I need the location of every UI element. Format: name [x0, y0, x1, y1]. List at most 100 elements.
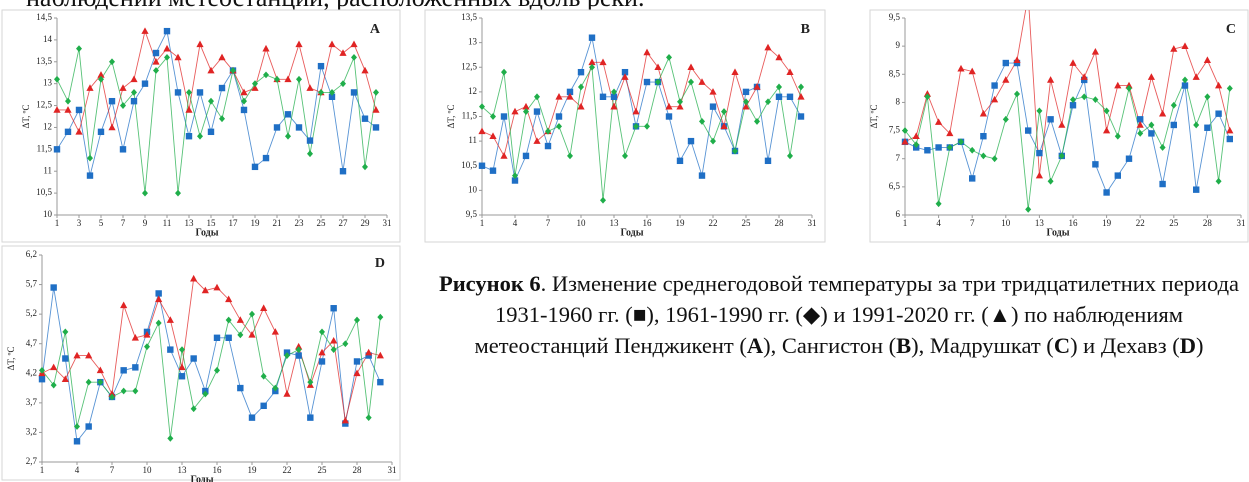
- x-tick-label: 13: [185, 218, 195, 228]
- data-point: [190, 355, 197, 362]
- data-point: [38, 376, 46, 383]
- data-point: [1013, 59, 1021, 67]
- data-point: [237, 331, 244, 339]
- data-point: [753, 83, 761, 90]
- x-tick-label: 22: [709, 218, 718, 228]
- data-point: [545, 127, 551, 135]
- data-point: [130, 75, 138, 83]
- data-point: [1092, 96, 1099, 104]
- y-tick-label: 8,5: [889, 68, 901, 78]
- data-point: [500, 113, 508, 120]
- data-point: [1215, 110, 1222, 117]
- data-point: [295, 352, 302, 359]
- y-tick-label: 9: [896, 40, 901, 50]
- data-point: [1114, 132, 1121, 140]
- data-point: [225, 334, 232, 341]
- data-point: [339, 49, 347, 56]
- data-point: [765, 98, 771, 106]
- data-point: [588, 34, 596, 41]
- data-point: [1025, 127, 1032, 134]
- data-point: [946, 144, 953, 151]
- data-point: [274, 75, 280, 83]
- data-point: [1002, 76, 1010, 83]
- data-point: [372, 124, 380, 131]
- data-point: [775, 93, 783, 100]
- data-point: [131, 89, 137, 96]
- data-point: [240, 88, 248, 96]
- data-point: [534, 93, 540, 101]
- y-tick-label: 10: [43, 209, 53, 219]
- data-point: [1058, 152, 1065, 160]
- data-point: [213, 334, 221, 341]
- data-point: [633, 122, 639, 130]
- data-point: [958, 138, 964, 146]
- data-point: [743, 98, 749, 106]
- y-tick-label: 11: [468, 135, 477, 145]
- x-tick-label: 4: [936, 218, 941, 228]
- x-tick-label: 13: [1035, 218, 1045, 228]
- data-point: [251, 163, 259, 171]
- data-point: [64, 128, 72, 136]
- data-point: [1036, 149, 1043, 157]
- data-point: [776, 83, 782, 91]
- data-point: [86, 172, 94, 179]
- data-point: [318, 348, 326, 356]
- data-point: [108, 390, 116, 397]
- data-point: [1058, 121, 1066, 128]
- data-point: [567, 152, 573, 160]
- data-point: [676, 102, 684, 110]
- data-point: [50, 363, 58, 371]
- y-tick-label: 13: [468, 37, 478, 47]
- data-point: [317, 62, 325, 70]
- data-point: [237, 384, 244, 392]
- chart-frame: [424, 9, 826, 243]
- data-point: [240, 106, 248, 114]
- data-point: [353, 358, 361, 365]
- y-tick-label: 13,5: [36, 56, 52, 66]
- data-point: [665, 113, 673, 120]
- y-tick-label: 10,5: [461, 160, 477, 170]
- data-point: [330, 305, 337, 312]
- data-point: [1159, 109, 1167, 117]
- x-tick-label: 21: [273, 218, 282, 228]
- data-point: [924, 147, 931, 154]
- data-point: [262, 44, 270, 52]
- data-point: [263, 71, 269, 79]
- data-point: [968, 67, 976, 75]
- data-point: [96, 366, 104, 374]
- data-point: [786, 93, 794, 100]
- data-point: [1170, 101, 1177, 109]
- data-point: [249, 310, 255, 318]
- x-tick-label: 9: [143, 218, 148, 228]
- y-tick-label: 4,2: [26, 367, 37, 377]
- data-point: [132, 387, 139, 395]
- figure-caption: Рисунок 6. Изменение среднегодовой темпе…: [430, 268, 1248, 361]
- data-point: [1215, 177, 1222, 185]
- data-point: [611, 88, 617, 96]
- data-point: [687, 137, 695, 145]
- data-point: [1204, 93, 1211, 101]
- caption-text: . Изменение среднегодовой температуры за…: [474, 271, 1240, 358]
- data-point: [1070, 96, 1076, 104]
- data-point: [1226, 84, 1233, 92]
- data-point: [98, 75, 104, 83]
- data-point: [273, 124, 281, 131]
- data-point: [709, 103, 717, 110]
- caption-text: ): [1195, 333, 1204, 358]
- plot-area: [38, 274, 384, 445]
- x-tick-label: 27: [339, 218, 349, 228]
- data-point: [50, 381, 57, 389]
- data-point: [1047, 177, 1054, 185]
- data-point: [155, 290, 162, 297]
- data-point: [775, 53, 783, 61]
- data-point: [213, 283, 221, 291]
- y-tick-label: 7,5: [889, 125, 901, 135]
- data-point: [376, 351, 384, 359]
- data-point: [991, 82, 998, 89]
- data-point: [377, 378, 384, 386]
- data-point: [328, 40, 336, 48]
- data-point: [901, 138, 909, 145]
- data-point: [589, 63, 595, 71]
- y-tick-label: 3,7: [26, 397, 38, 407]
- data-point: [361, 115, 369, 122]
